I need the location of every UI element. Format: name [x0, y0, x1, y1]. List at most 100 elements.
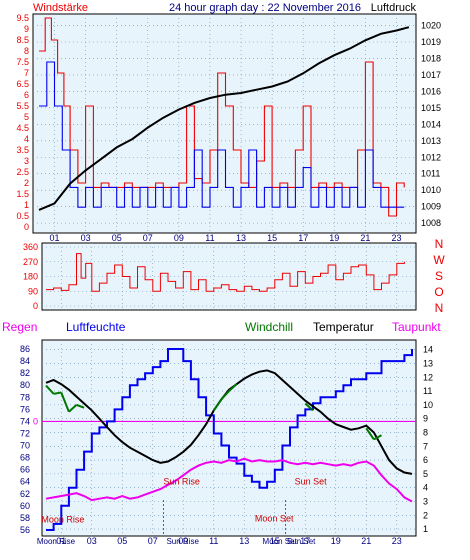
x-tick-label: 15 — [270, 536, 280, 546]
compass-letter: O — [434, 285, 443, 299]
compass-letter: N — [435, 237, 444, 251]
temperature-legend: Regen Luftfeuchte Windchill Temperatur T… — [2, 320, 441, 334]
y-tick-label: 1020 — [421, 21, 441, 31]
humidity-axis: 56 58 60 62 64 66 68 70 72 74 76 78 80 82 84 86 0 — [20, 344, 38, 535]
y-tick-label: 1019 — [421, 37, 441, 47]
y-tick-label: 1018 — [421, 53, 441, 63]
y-tick-label: 70 — [20, 441, 30, 451]
wind-pressure-plot-area — [32, 13, 417, 234]
y-tick-label: 58 — [20, 513, 30, 523]
y-tick-label: 6 — [423, 455, 428, 465]
annotation-label: Sun Set — [295, 477, 328, 487]
y-tick-label: 9 — [24, 24, 29, 34]
header-left-label: Windstärke — [33, 2, 88, 14]
series-wind — [39, 61, 405, 208]
astronomy-annotations: Moon Rise Sun Rise Moon Set Sun Set — [41, 477, 327, 536]
y-tick-label: 1.5 — [16, 189, 29, 199]
y-tick-label: 2 — [423, 510, 428, 520]
y-tick-label: 8 — [24, 46, 29, 56]
y-tick-label: 1012 — [421, 152, 441, 162]
x-tick-label: 01 — [56, 536, 66, 546]
y-tick-label: 78 — [20, 392, 30, 402]
y-tick-label: 60 — [20, 501, 30, 511]
y-tick-label: 74 — [20, 416, 30, 426]
y-tick-label: 66 — [20, 465, 30, 475]
temperature-humidity-plot-area — [41, 339, 417, 537]
y-tick-label: 270 — [23, 257, 38, 267]
x-tick-label: 13 — [236, 233, 246, 243]
y-tick-label: 0 — [33, 301, 38, 311]
y-tick-label: 72 — [20, 428, 30, 438]
annotation-label: Moon Rise — [41, 515, 84, 525]
legend-taupunkt: Taupunkt — [392, 320, 441, 334]
y-tick-label: 5 — [24, 112, 29, 122]
x-tick-label: 05 — [117, 536, 127, 546]
y-tick-label: 5.5 — [16, 101, 29, 111]
series-pressure — [38, 26, 410, 211]
wind-pressure-grid — [33, 14, 416, 233]
temperature-humidity-series — [45, 348, 413, 531]
x-tick-label: 03 — [87, 536, 97, 546]
y-tick-label: 7.5 — [16, 57, 29, 67]
y-tick-label: 1017 — [421, 70, 441, 80]
y-tick-label: 68 — [20, 453, 30, 463]
y-tick-label: 12 — [423, 372, 433, 382]
y-tick-label: 86 — [20, 344, 30, 354]
legend-luftfeuchte: Luftfeuchte — [66, 320, 126, 334]
astronomy-bottom-label: Sun Set — [287, 537, 316, 546]
y-tick-label: 8.5 — [16, 35, 29, 45]
header-title: 24 hour graph day : 22 November 2016 — [169, 2, 361, 14]
rain-zero-label: 0 — [33, 416, 38, 426]
y-tick-label: 6.5 — [16, 79, 29, 89]
x-tick-label: 21 — [360, 233, 370, 243]
astronomy-bottom-label: Moon Rise — [37, 537, 76, 546]
y-tick-label: 7 — [24, 68, 29, 78]
y-tick-label: 360 — [23, 242, 38, 252]
x-tick-label: 17 — [300, 536, 310, 546]
y-tick-label: 3 — [24, 156, 29, 166]
series-temperatur — [45, 369, 413, 475]
pressure-axis: 1008 1009 1010 1011 1012 1013 1014 1015 1016 1017… — [421, 21, 441, 229]
astronomy-bottom-label: Sun Rise — [166, 537, 199, 546]
wind-direction-series — [46, 253, 405, 292]
compass-letter: N — [435, 301, 444, 315]
y-tick-label: 4 — [24, 134, 29, 144]
y-tick-label: 1016 — [421, 86, 441, 96]
annotation-label: Moon Set — [255, 514, 294, 524]
y-tick-label: 11 — [423, 386, 432, 396]
y-tick-label: 6 — [24, 90, 29, 100]
compass-letter: S — [435, 269, 443, 283]
x-tick-label: 03 — [81, 233, 91, 243]
y-tick-label: 3 — [423, 496, 428, 506]
series-windchill-segment — [212, 398, 223, 411]
y-tick-label: 9 — [423, 414, 428, 424]
legend-windchill: Windchill — [245, 320, 293, 334]
wind-pressure-panel: 00.511.522.533.544.555.566.577.588.599.5… — [16, 13, 441, 243]
series-gust — [39, 17, 405, 217]
y-tick-label: 5 — [423, 469, 428, 479]
x-tick-label: 13 — [239, 536, 249, 546]
x-tick-label: 05 — [112, 233, 122, 243]
compass-letter: W — [433, 253, 445, 267]
series-windchill-segment — [373, 434, 382, 441]
y-tick-label: 4.5 — [16, 123, 29, 133]
x-tick-label: 21 — [361, 536, 371, 546]
y-tick-label: 56 — [20, 525, 30, 535]
y-tick-label: 10 — [423, 400, 433, 410]
y-tick-label: 62 — [20, 489, 30, 499]
y-tick-label: 180 — [23, 272, 38, 282]
wind-direction-axis: 0 90 180 270 360 — [23, 242, 38, 311]
series-windchill-segment — [45, 384, 55, 395]
y-tick-label: 82 — [20, 368, 30, 378]
astronomy-bottom-label: Moon Set — [263, 537, 298, 546]
y-tick-label: 1015 — [421, 103, 441, 113]
y-tick-label: 2 — [24, 178, 29, 188]
y-tick-label: 64 — [20, 477, 30, 487]
y-tick-label: 14 — [423, 345, 433, 355]
wind-speed-axis: 00.511.522.533.544.555.566.577.588.599.5 — [16, 13, 29, 232]
series-windchill-segment — [76, 403, 85, 409]
